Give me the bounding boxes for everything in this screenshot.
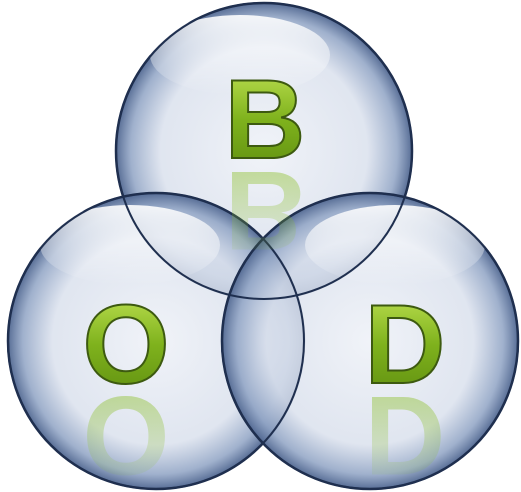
- label-d-reflection: D: [365, 373, 446, 492]
- label-b-reflection: B: [225, 148, 306, 273]
- highlight: [305, 205, 485, 285]
- highlight: [40, 205, 220, 285]
- label-o-reflection: O: [82, 373, 169, 492]
- venn-diagram: B B O O D D: [0, 0, 521, 492]
